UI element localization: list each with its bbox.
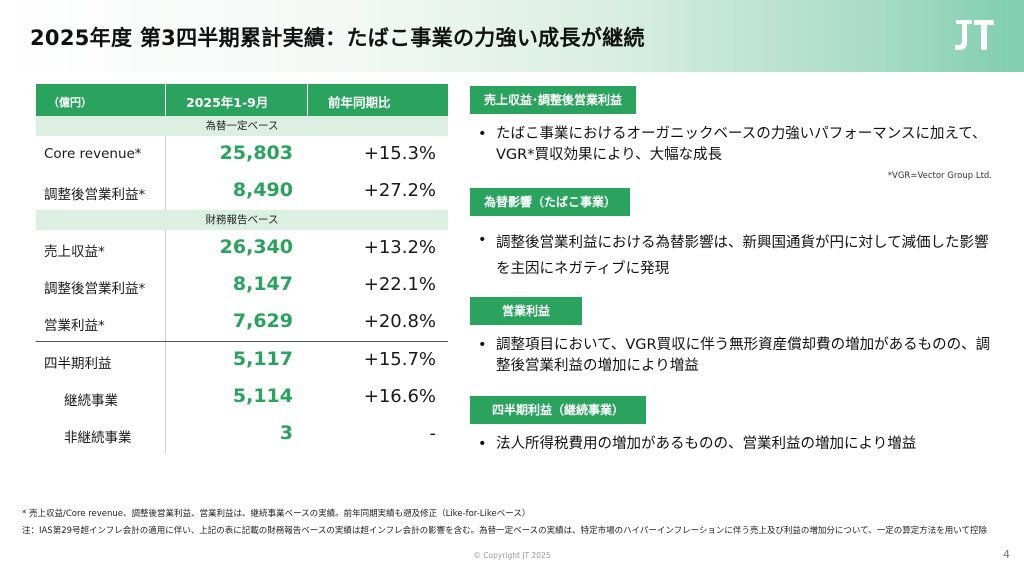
unit-header: （億円） <box>48 96 92 109</box>
table-row: 四半期利益 5,117 +15.7% <box>36 342 448 379</box>
row-value: 5,117 <box>232 348 293 370</box>
row-yoy: +13.2% <box>363 237 436 258</box>
row-value: 8,147 <box>232 273 293 295</box>
footnote: * 売上収益/Core revenue、調整後営業利益、営業利益は、継続事業ベー… <box>22 509 531 519</box>
row-yoy: +15.3% <box>363 143 436 164</box>
header-separator <box>307 84 308 116</box>
bullet-revenue: • たばこ事業におけるオーガニックベースの力強いパフォーマンスに加えて、VGR*… <box>478 124 998 166</box>
bullet-dot-icon: • <box>478 337 487 353</box>
bullet-text: 調整後営業利益における為替影響は、新興国通貨が円に対して減価した影響を主因にネガ… <box>496 235 989 277</box>
table-row: 調整後営業利益* 8,490 +27.2% <box>36 173 448 210</box>
row-value: 25,803 <box>219 142 293 164</box>
table-row: Core revenue* 25,803 +15.3% <box>36 136 448 173</box>
table-row: 営業利益* 7,629 +20.8% <box>36 304 448 341</box>
section-heading-quarterly-profit: 四半期利益（継続事業） <box>470 396 647 424</box>
bullet-dot-icon: • <box>478 232 487 248</box>
vgr-note: *VGR=Vector Group Ltd. <box>887 171 992 181</box>
row-value: 7,629 <box>232 310 293 332</box>
row-label: 売上収益* <box>44 244 105 260</box>
financial-report-subheader: 財務報告ベース <box>36 210 448 230</box>
bullet-fx: • 調整後営業利益における為替影響は、新興国通貨が円に対して減価した影響を主因に… <box>478 230 998 282</box>
page-number: 4 <box>1003 548 1010 561</box>
table-row: 非継続事業 3 - <box>36 416 448 453</box>
row-label: 営業利益* <box>44 318 105 334</box>
footnote-ias29: 注：IAS第29号超インフレ会計の適用に伴い、上記の表に記載の財務報告ベースの実… <box>22 526 987 536</box>
row-label: 継続事業 <box>64 393 118 409</box>
bullet-quarterly-profit: • 法人所得税費用の増加があるものの、営業利益の増加により増益 <box>478 434 998 455</box>
section-heading-operating-profit: 営業利益 <box>470 297 583 325</box>
section-heading-fx: 為替影響（たばこ事業） <box>470 188 631 216</box>
table-row: 調整後営業利益* 8,147 +22.1% <box>36 267 448 304</box>
row-value: 5,114 <box>232 385 293 407</box>
row-label: 調整後営業利益* <box>44 187 146 203</box>
bullet-dot-icon: • <box>478 126 487 142</box>
bullet-dot-icon: • <box>478 436 487 452</box>
period-header: 2025年1-9月 <box>186 95 269 110</box>
row-yoy: +27.2% <box>363 180 436 201</box>
copyright: © Copyright JT 2025 <box>473 551 551 560</box>
section-heading-revenue: 売上収益･調整後営業利益 <box>470 86 637 114</box>
header-separator <box>165 84 166 116</box>
row-value: 26,340 <box>219 236 293 258</box>
table-header: （億円） 2025年1-9月 前年同期比 <box>36 84 448 116</box>
row-yoy: +15.7% <box>363 349 436 370</box>
row-value: 3 <box>279 422 293 444</box>
bullet-text: 調整項目において、VGR買収に伴う無形資産償却費の増加があるものの、調整後営業利… <box>496 337 991 374</box>
row-yoy: +20.8% <box>363 311 436 332</box>
table-divider <box>36 341 448 342</box>
row-label: 四半期利益 <box>44 356 112 372</box>
row-yoy: +16.6% <box>363 386 436 407</box>
table-row: 売上収益* 26,340 +13.2% <box>36 230 448 267</box>
header-banner: 2025年度 第3四半期累計実績：たばこ事業の力強い成長が継続 <box>0 0 1024 72</box>
fx-constant-subheader: 為替一定ベース <box>36 116 448 136</box>
bullet-operating-profit: • 調整項目において、VGR買収に伴う無形資産償却費の増加があるものの、調整後営… <box>478 335 998 377</box>
row-value: 8,490 <box>232 179 293 201</box>
bullet-text: たばこ事業におけるオーガニックベースの力強いパフォーマンスに加えて、VGR*買収… <box>496 126 987 163</box>
page-title: 2025年度 第3四半期累計実績：たばこ事業の力強い成長が継続 <box>30 26 645 50</box>
yoy-header: 前年同期比 <box>328 95 391 110</box>
results-table: （億円） 2025年1-9月 前年同期比 為替一定ベース Core revenu… <box>36 84 448 453</box>
row-yoy: - <box>429 423 437 444</box>
jt-logo <box>955 20 994 50</box>
bullet-text: 法人所得税費用の増加があるものの、営業利益の増加により増益 <box>496 436 917 452</box>
row-label: 調整後営業利益* <box>44 281 146 297</box>
row-label: 非継続事業 <box>64 430 132 446</box>
row-label: Core revenue* <box>44 146 142 162</box>
row-yoy: +22.1% <box>363 274 436 295</box>
table-row: 継続事業 5,114 +16.6% <box>36 379 448 416</box>
